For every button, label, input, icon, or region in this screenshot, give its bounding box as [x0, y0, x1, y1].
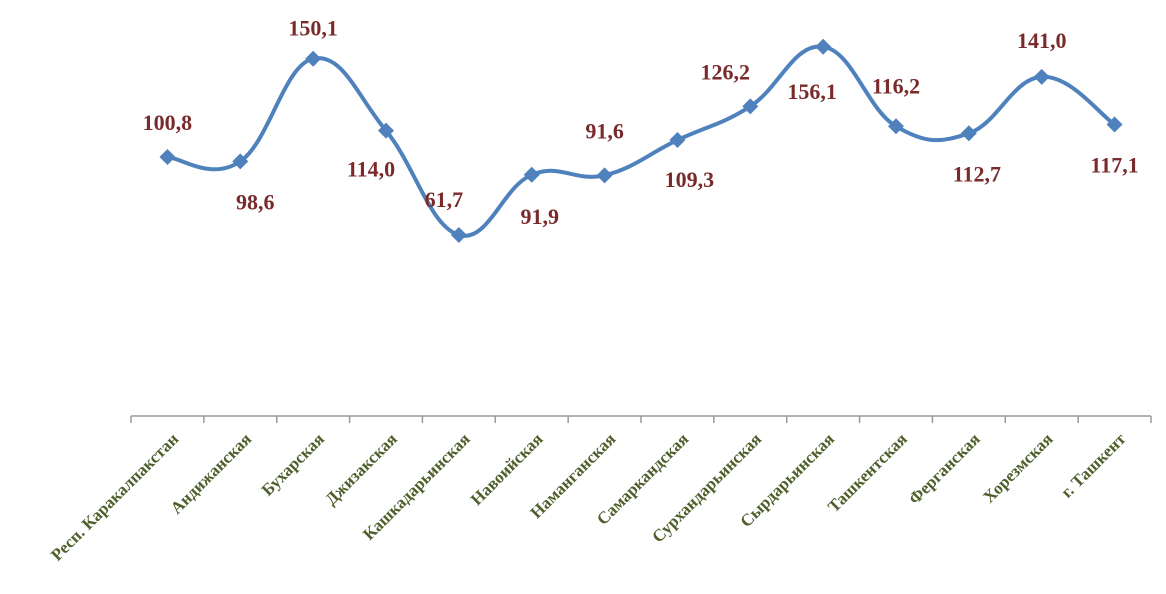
- x-tick-label: Бухарская: [258, 429, 328, 499]
- data-label: 126,2: [701, 59, 751, 84]
- data-point-marker: [960, 125, 977, 142]
- x-tick-label: Джизакская: [321, 429, 400, 508]
- data-label: 109,3: [665, 167, 715, 192]
- data-point-marker: [742, 98, 759, 115]
- series-markers: [159, 38, 1123, 243]
- data-label: 112,7: [953, 161, 1001, 186]
- series-line: [167, 44, 1116, 238]
- data-label: 100,8: [143, 110, 193, 135]
- data-point-marker: [596, 167, 613, 184]
- data-point-marker: [523, 166, 540, 183]
- data-point-marker: [159, 149, 176, 166]
- data-label: 91,9: [520, 204, 559, 229]
- data-label: 156,1: [787, 79, 837, 104]
- x-tick-label: Навоийская: [467, 429, 547, 509]
- x-tick-label: г. Ташкент: [1057, 429, 1130, 502]
- x-tick-label: Ферганская: [905, 429, 984, 508]
- data-label: 114,0: [347, 157, 395, 182]
- data-label: 117,1: [1090, 153, 1138, 178]
- data-point-marker: [1106, 116, 1123, 133]
- data-point-marker: [669, 132, 686, 149]
- data-point-marker: [1033, 68, 1050, 85]
- data-label: 141,0: [1017, 28, 1067, 53]
- data-point-marker: [232, 153, 249, 170]
- data-point-marker: [888, 118, 904, 135]
- data-label: 150,1: [288, 16, 338, 41]
- data-label: 61,7: [425, 187, 464, 212]
- data-point-marker: [305, 50, 322, 67]
- data-label: 116,2: [872, 73, 920, 98]
- data-label: 91,6: [585, 118, 624, 143]
- x-tick-label: Хорезмская: [979, 429, 1056, 506]
- data-labels: 100,8 98,6 150,1 114,0 61,7 91,9 91,6 109,3 126,…: [143, 16, 1139, 229]
- x-axis-ticks: [130, 416, 1152, 423]
- x-tick-label: Респ. Каракалпакстан: [47, 429, 182, 564]
- data-point-marker: [450, 226, 467, 243]
- data-point-marker: [378, 122, 394, 139]
- data-label: 98,6: [236, 189, 275, 214]
- data-point-marker: [815, 38, 832, 55]
